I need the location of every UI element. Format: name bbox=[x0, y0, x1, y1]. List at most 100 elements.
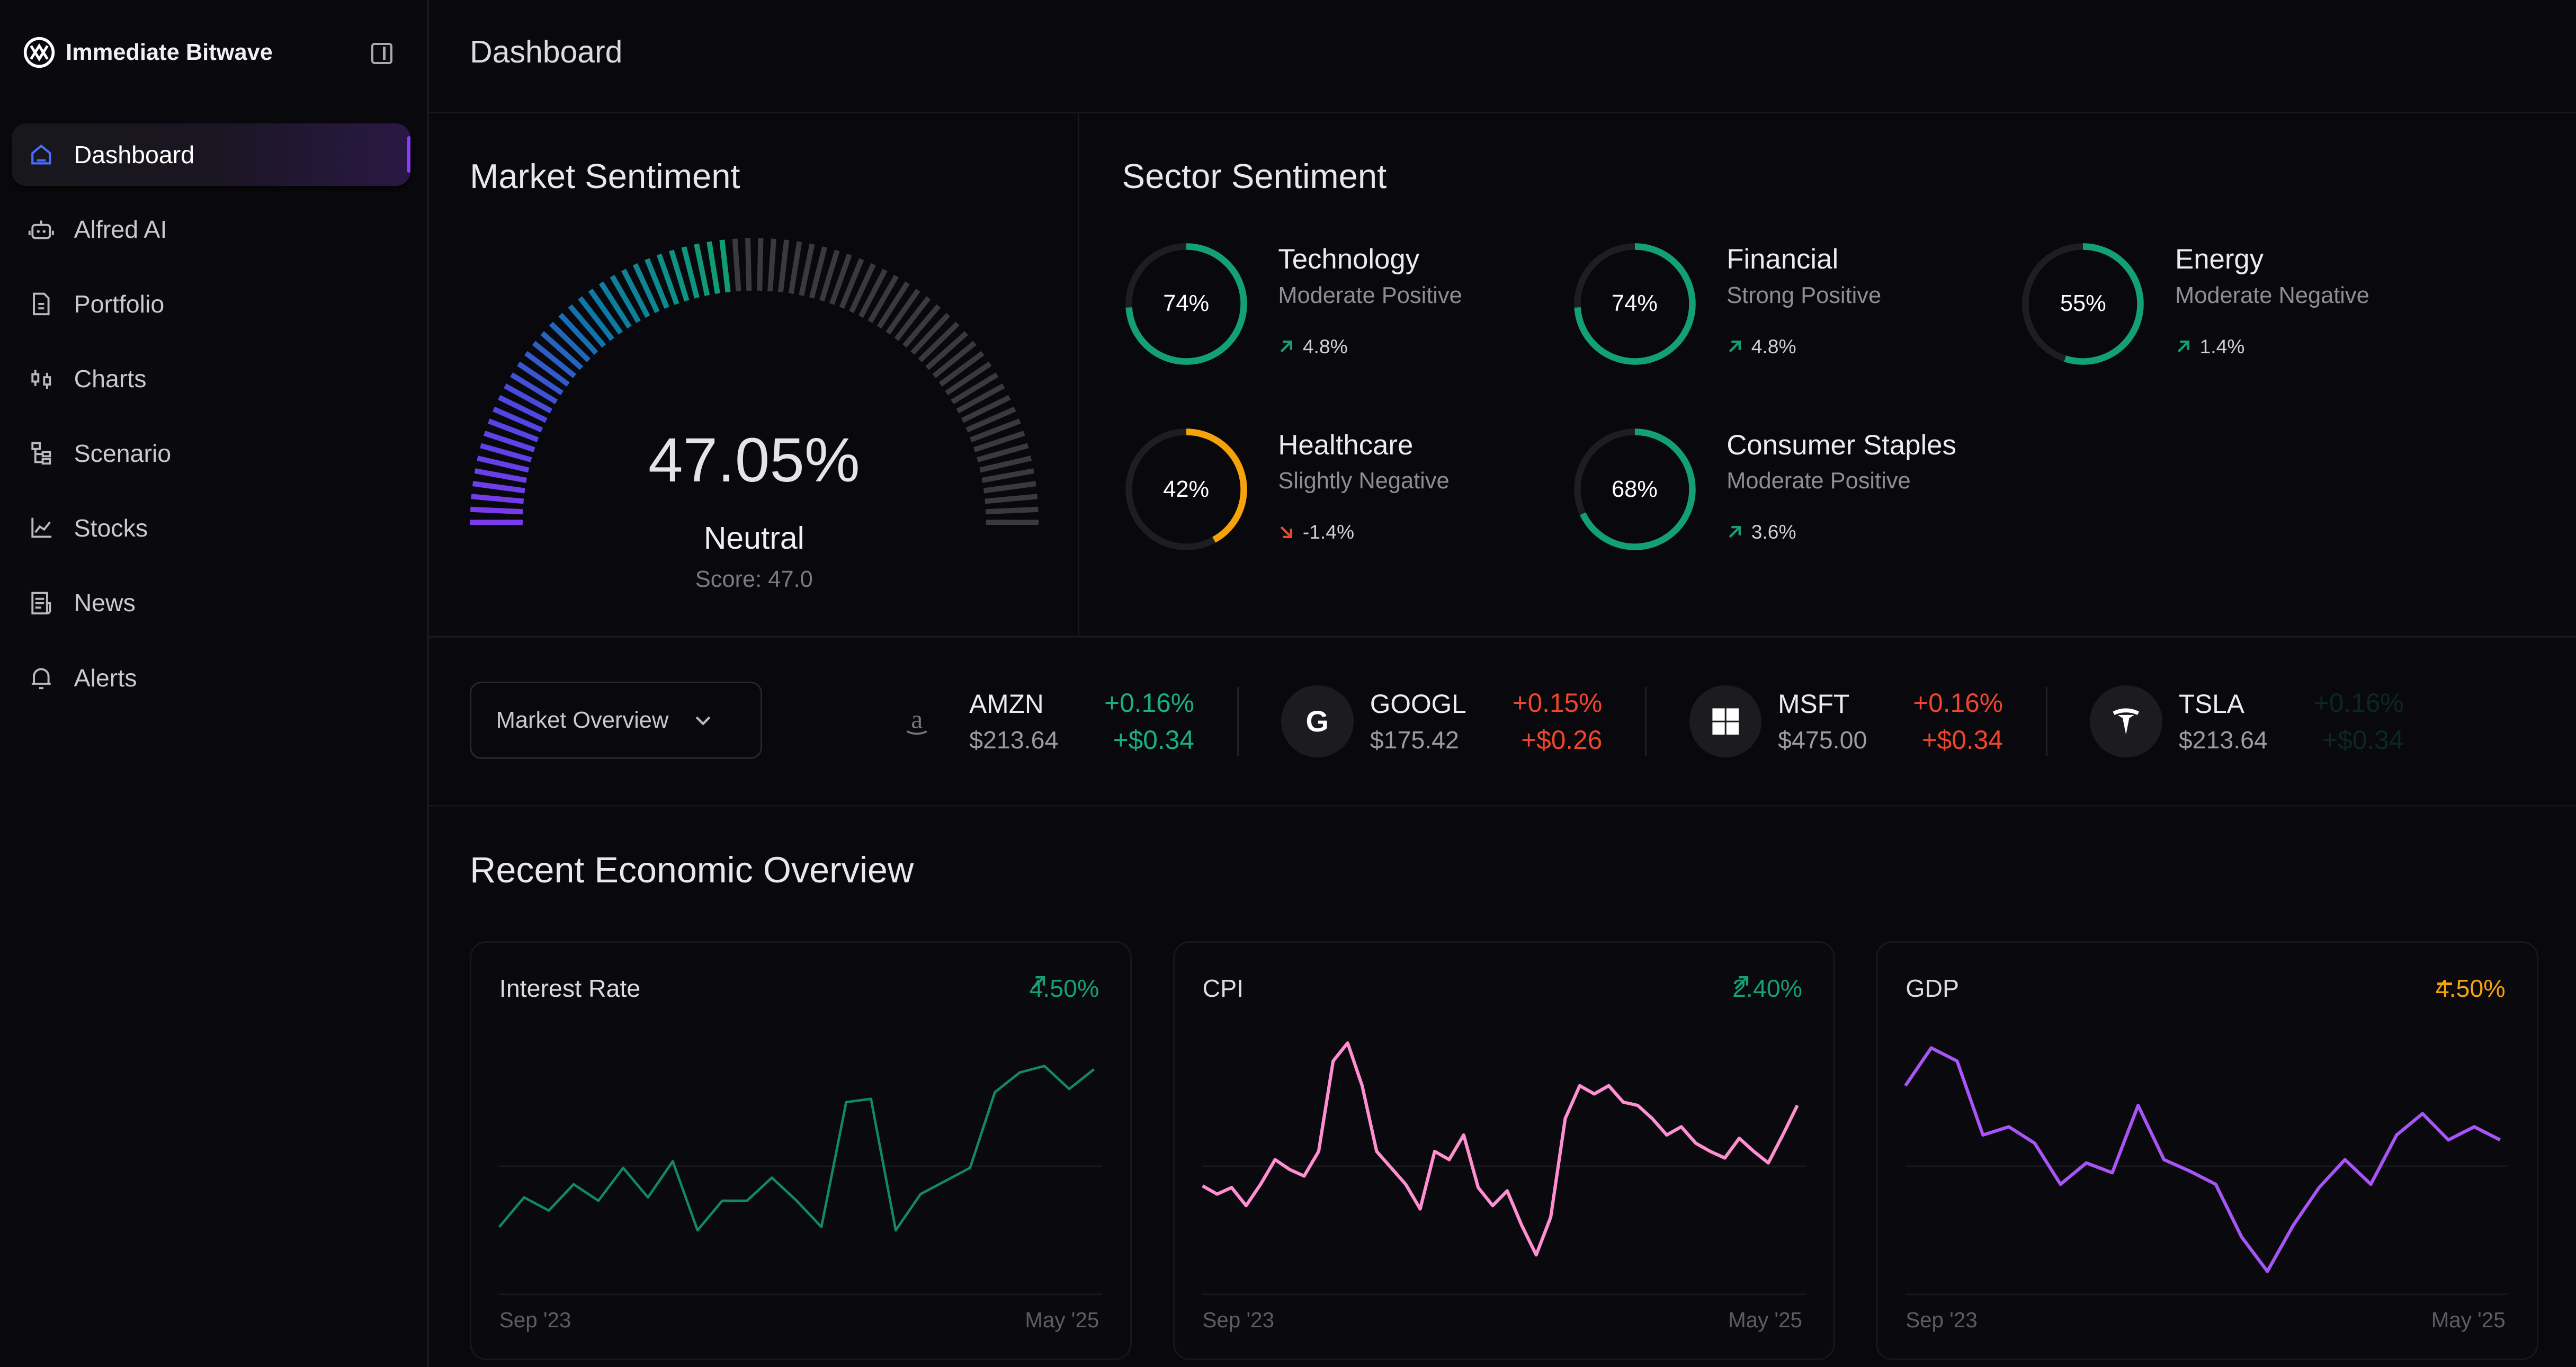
gauge-segment bbox=[479, 443, 532, 463]
sidebar-item-label: Stocks bbox=[74, 514, 148, 542]
gauge-segment bbox=[540, 331, 583, 370]
gauge-segment bbox=[598, 281, 632, 329]
sector-card[interactable]: 68% Consumer Staples Moderate Positive 3… bbox=[1571, 425, 1998, 573]
newspaper-icon bbox=[28, 590, 55, 617]
sector-description: Slightly Negative bbox=[1278, 468, 1450, 494]
line-chart-icon bbox=[28, 515, 55, 541]
market-overview-dropdown[interactable]: Market Overview bbox=[470, 682, 763, 760]
sector-change-value: 4.8% bbox=[1751, 335, 1796, 358]
economic-card-gdp[interactable]: GDP 4.50% Sep '23 May '25 bbox=[1876, 941, 2538, 1361]
gauge-segment bbox=[965, 407, 1016, 433]
gauge-segment bbox=[945, 361, 991, 396]
ticker-item-amzn[interactable]: a AMZN $213.64 +0.16% +$0.34 bbox=[881, 672, 1194, 771]
arrow-up-right-icon bbox=[1734, 976, 1749, 990]
home-icon bbox=[28, 141, 55, 168]
economic-card-cpi[interactable]: CPI 2.40% Sep '23 May '25 bbox=[1173, 941, 1835, 1361]
gauge-segment bbox=[756, 238, 763, 291]
sector-card[interactable]: 74% Financial Strong Positive 4.8% bbox=[1571, 240, 1998, 388]
sidebar-item-alfred-ai[interactable]: Alfred AI bbox=[12, 198, 411, 261]
gauge-segment bbox=[524, 351, 570, 387]
gauge-segment bbox=[532, 341, 576, 379]
economic-card-interest-rate[interactable]: Interest Rate 4.50% Sep '23 May '25 bbox=[470, 941, 1132, 1361]
card-value: 4.50% bbox=[2435, 975, 2506, 1003]
sidebar-item-dashboard[interactable]: Dashboard bbox=[11, 123, 411, 186]
x-axis-end-label: May '25 bbox=[1025, 1308, 1099, 1333]
x-axis-end-label: May '25 bbox=[1728, 1308, 1802, 1333]
sidebar-item-scenario[interactable]: Scenario bbox=[12, 422, 411, 485]
ticker-price: $213.64 bbox=[2178, 726, 2268, 754]
dash-icon bbox=[2437, 982, 2452, 986]
gauge-segment bbox=[476, 455, 529, 473]
logo[interactable]: Immediate Bitwave bbox=[23, 36, 273, 69]
gauge-segment bbox=[516, 361, 564, 396]
ticker-price-change: +$0.34 bbox=[1921, 725, 2003, 755]
sidebar-item-news[interactable]: News bbox=[12, 571, 411, 634]
arrow-up-right-icon bbox=[2177, 340, 2190, 353]
gauge-segment bbox=[470, 507, 523, 515]
divider bbox=[428, 636, 2576, 638]
gauge-segment bbox=[497, 395, 548, 423]
sector-change-value: 3.6% bbox=[1751, 521, 1796, 543]
sector-card[interactable]: 74% Technology Moderate Positive 4.8% bbox=[1122, 240, 1550, 388]
sector-progress-ring bbox=[1573, 428, 1696, 551]
gauge-segment bbox=[848, 263, 876, 314]
card-title: GDP bbox=[1906, 975, 1959, 1003]
gauge-segment bbox=[503, 383, 552, 414]
gauge-segment bbox=[549, 321, 591, 363]
x-axis-start-label: Sep '23 bbox=[1906, 1308, 1978, 1333]
gauge-segment bbox=[876, 281, 910, 329]
gauge-segment bbox=[719, 239, 731, 293]
sector-sentiment-title: Sector Sentiment bbox=[1122, 156, 1387, 195]
ticker-price: $475.00 bbox=[1778, 726, 1867, 754]
gauge-segment bbox=[984, 494, 1037, 504]
sidebar-item-portfolio[interactable]: Portfolio bbox=[12, 273, 411, 335]
sidebar-item-alerts[interactable]: Alerts bbox=[12, 647, 411, 709]
sentiment-value: 47.05% bbox=[648, 425, 860, 495]
ticker-item-msft[interactable]: MSFT $475.00 +0.16% +$0.34 bbox=[1689, 672, 2003, 771]
market-sentiment-title: Market Sentiment bbox=[470, 156, 740, 195]
ticker-percent-change: +0.16% bbox=[2313, 687, 2404, 718]
app-name: Immediate Bitwave bbox=[66, 39, 273, 65]
sector-name: Technology bbox=[1278, 244, 1420, 275]
sector-card[interactable]: 55% Energy Moderate Negative 1.4% bbox=[2019, 240, 2446, 388]
ticker-price-change: +$0.34 bbox=[2322, 725, 2404, 755]
sidebar-item-charts[interactable]: Charts bbox=[12, 347, 411, 410]
collapse-sidebar-icon[interactable] bbox=[371, 42, 393, 64]
tesla-icon bbox=[2090, 685, 2162, 757]
svg-text:a: a bbox=[911, 704, 923, 734]
sidebar: Immediate Bitwave Dashboard Alfred AI Port… bbox=[0, 0, 429, 1367]
sidebar-item-stocks[interactable]: Stocks bbox=[12, 497, 411, 559]
gauge-segment bbox=[985, 507, 1039, 515]
sector-card[interactable]: 42% Healthcare Slightly Negative -1.4% bbox=[1122, 425, 1550, 573]
ticker-item-googl[interactable]: G GOOGL $175.42 +0.15% +$0.26 bbox=[1281, 672, 1602, 771]
sector-name: Financial bbox=[1727, 244, 1839, 275]
gauge-segment bbox=[483, 431, 535, 453]
gauge-segment bbox=[668, 249, 689, 302]
gauge-segment bbox=[610, 275, 641, 324]
tree-icon bbox=[28, 440, 55, 467]
gauge-segment bbox=[567, 304, 606, 348]
gauge-segment bbox=[858, 269, 888, 318]
gauge-segment bbox=[644, 258, 669, 309]
gauge-segment bbox=[693, 243, 710, 297]
gauge-segment bbox=[474, 468, 527, 484]
ticker-item-tsla[interactable]: TSLA $213.64 +0.16% +$0.34 bbox=[2090, 672, 2403, 771]
gauge-segment bbox=[979, 455, 1032, 473]
sector-description: Moderate Positive bbox=[1727, 468, 1911, 494]
bell-icon bbox=[28, 665, 55, 691]
sector-progress-ring bbox=[2022, 243, 2144, 365]
gauge-segment bbox=[983, 481, 1036, 494]
gauge-segment bbox=[961, 395, 1010, 423]
sector-change-value: 1.4% bbox=[2199, 335, 2245, 358]
robot-icon bbox=[28, 216, 55, 243]
header bbox=[428, 0, 2576, 113]
gauge-segment bbox=[472, 481, 525, 494]
sidebar-item-label: Alfred AI bbox=[74, 215, 167, 243]
dropdown-label: Market Overview bbox=[496, 707, 669, 733]
gauge-segment bbox=[973, 431, 1025, 453]
ticker-symbol: GOOGL bbox=[1370, 689, 1466, 719]
sentiment-gauge bbox=[470, 238, 1039, 525]
gauge-segment bbox=[956, 383, 1005, 414]
gauge-segment bbox=[885, 289, 920, 335]
